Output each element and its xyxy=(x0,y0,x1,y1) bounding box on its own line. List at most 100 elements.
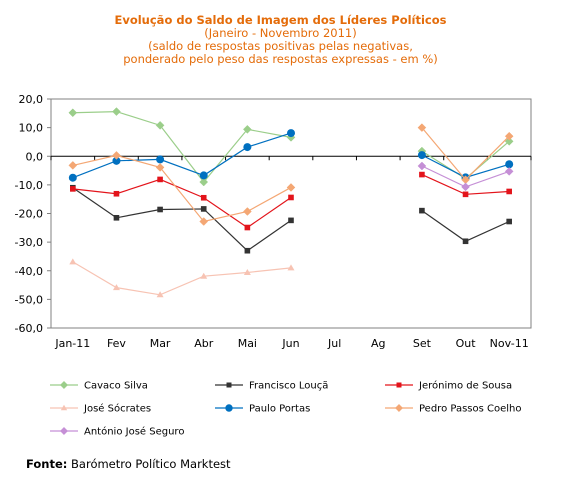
data-point xyxy=(243,268,251,275)
data-point xyxy=(287,264,295,271)
data-point xyxy=(286,183,296,192)
data-point xyxy=(288,217,294,224)
data-point xyxy=(199,171,208,180)
legend-item: Francisco Louçã xyxy=(215,381,328,392)
data-point xyxy=(113,214,120,221)
series-5 xyxy=(68,129,514,182)
data-point xyxy=(69,258,77,265)
data-point xyxy=(419,171,425,178)
source-note: Fonte: Barómetro Político Marktest xyxy=(26,457,231,471)
x-tick-label: Fev xyxy=(107,337,126,350)
data-point xyxy=(68,108,78,118)
data-point xyxy=(156,155,165,164)
y-tick-label: -30,0 xyxy=(15,236,43,249)
data-point xyxy=(243,207,252,216)
data-point xyxy=(156,291,164,298)
series-1 xyxy=(68,107,514,187)
data-point xyxy=(504,167,514,176)
series-4 xyxy=(69,258,295,298)
data-point xyxy=(506,188,512,195)
series-line xyxy=(72,178,292,229)
legend-item: Paulo Portas xyxy=(215,404,310,415)
legend-marker xyxy=(225,404,233,412)
legend-label: Francisco Louçã xyxy=(249,381,328,392)
data-point xyxy=(112,107,121,116)
data-point xyxy=(70,186,76,192)
data-point xyxy=(288,194,294,201)
legend-item: António José Seguro xyxy=(50,426,184,438)
y-tick-label: -20,0 xyxy=(15,208,43,221)
data-point xyxy=(68,161,78,170)
data-point xyxy=(113,190,120,197)
legend-item: Jerónimo de Sousa xyxy=(385,380,512,392)
data-point xyxy=(243,124,252,134)
x-tick-label: Abr xyxy=(194,337,214,350)
x-tick-label: Set xyxy=(413,337,432,350)
data-point xyxy=(112,284,120,291)
series-7 xyxy=(417,161,514,192)
source-label: Fonte: xyxy=(26,457,68,471)
y-tick-label: -60,0 xyxy=(15,322,43,335)
legend-label: Paulo Portas xyxy=(249,404,310,415)
x-tick-label: Out xyxy=(456,337,477,350)
series-3 xyxy=(70,171,512,231)
data-point xyxy=(417,123,427,132)
series-6 xyxy=(68,123,514,226)
data-point xyxy=(417,151,426,160)
legend-label: Pedro Passos Coelho xyxy=(419,404,522,415)
x-tick-label: Ag xyxy=(371,337,386,350)
series-line xyxy=(421,210,510,242)
chart-title: Evolução do Saldo de Imagem dos Líderes … xyxy=(114,13,447,27)
data-point xyxy=(287,129,295,138)
x-tick-label: Jul xyxy=(327,337,341,350)
series-line xyxy=(72,187,292,252)
data-point xyxy=(112,156,121,165)
chart-title-block: Evolução do Saldo de Imagem dos Líderes … xyxy=(0,14,561,66)
data-point xyxy=(504,131,514,141)
data-point xyxy=(461,182,470,192)
data-point xyxy=(462,238,469,245)
data-point xyxy=(200,206,207,212)
data-point xyxy=(243,143,252,152)
legend-label: José Sócrates xyxy=(83,403,151,415)
legend-marker xyxy=(60,404,68,411)
series-line xyxy=(421,140,510,180)
series-2 xyxy=(70,184,512,254)
legend-label: António José Seguro xyxy=(84,426,184,438)
data-point xyxy=(157,206,163,213)
legend-marker xyxy=(59,426,69,436)
source-text: Barómetro Político Marktest xyxy=(71,457,231,471)
data-point xyxy=(155,120,165,130)
series-line xyxy=(72,154,292,223)
data-point xyxy=(417,161,427,171)
legend-marker xyxy=(396,382,402,388)
y-tick-label: 20,0 xyxy=(19,93,44,106)
x-tick-label: Mai xyxy=(238,337,257,350)
data-point xyxy=(68,173,77,182)
data-point xyxy=(200,194,207,201)
legend-item: José Sócrates xyxy=(50,403,151,415)
chart-subtitle-line-2: (saldo de respostas positivas pelas nega… xyxy=(148,39,413,53)
legend-marker xyxy=(226,382,232,388)
data-point xyxy=(506,218,512,225)
legend-marker xyxy=(59,380,69,390)
legend-marker xyxy=(394,403,404,413)
y-tick-label: -50,0 xyxy=(15,293,43,306)
data-point xyxy=(244,247,251,254)
x-tick-label: Nov-11 xyxy=(490,337,529,350)
y-tick-label: -10,0 xyxy=(15,179,43,192)
legend-item: Pedro Passos Coelho xyxy=(385,404,522,415)
chart-subtitle-line-3: ponderado pelo peso das respostas expres… xyxy=(123,52,438,66)
series-line xyxy=(72,132,292,179)
data-point xyxy=(157,176,163,183)
data-point xyxy=(199,177,209,187)
data-point xyxy=(155,163,165,172)
y-tick-label: -40,0 xyxy=(15,265,43,278)
data-point xyxy=(199,217,209,226)
data-point xyxy=(419,207,425,214)
legend-item: Cavaco Silva xyxy=(50,381,148,392)
y-tick-label: 10,0 xyxy=(19,122,44,135)
data-point xyxy=(112,151,121,160)
data-point xyxy=(505,160,514,169)
